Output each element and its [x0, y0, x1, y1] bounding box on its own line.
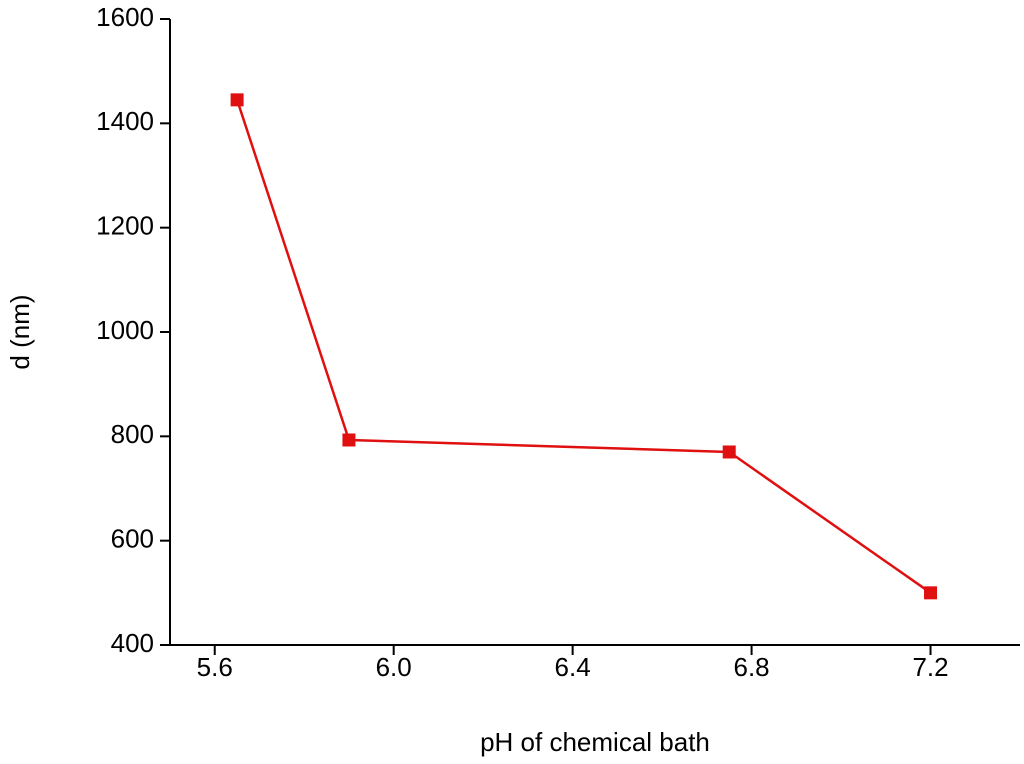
y-tick-label: 1200: [96, 211, 154, 241]
y-axis-label: d (nm): [5, 294, 35, 369]
marker: [722, 445, 736, 459]
y-tick-label: 800: [111, 419, 154, 449]
x-tick-label: 6.8: [734, 652, 770, 682]
y-tick-label: 1000: [96, 315, 154, 345]
x-tick-label: 5.6: [197, 652, 233, 682]
y-tick-label: 600: [111, 524, 154, 554]
line: [235, 99, 932, 594]
x-tick-label: 6.0: [376, 652, 412, 682]
marker: [230, 93, 244, 107]
y-tick-label: 400: [111, 628, 154, 658]
x-axis-label: pH of chemical bath: [480, 727, 710, 757]
marker: [342, 433, 356, 447]
y-tick-label: 1600: [96, 2, 154, 32]
marker: [924, 586, 938, 600]
y-tick-label: 1400: [96, 106, 154, 136]
x-tick-label: 7.2: [912, 652, 948, 682]
x-tick-label: 6.4: [555, 652, 591, 682]
